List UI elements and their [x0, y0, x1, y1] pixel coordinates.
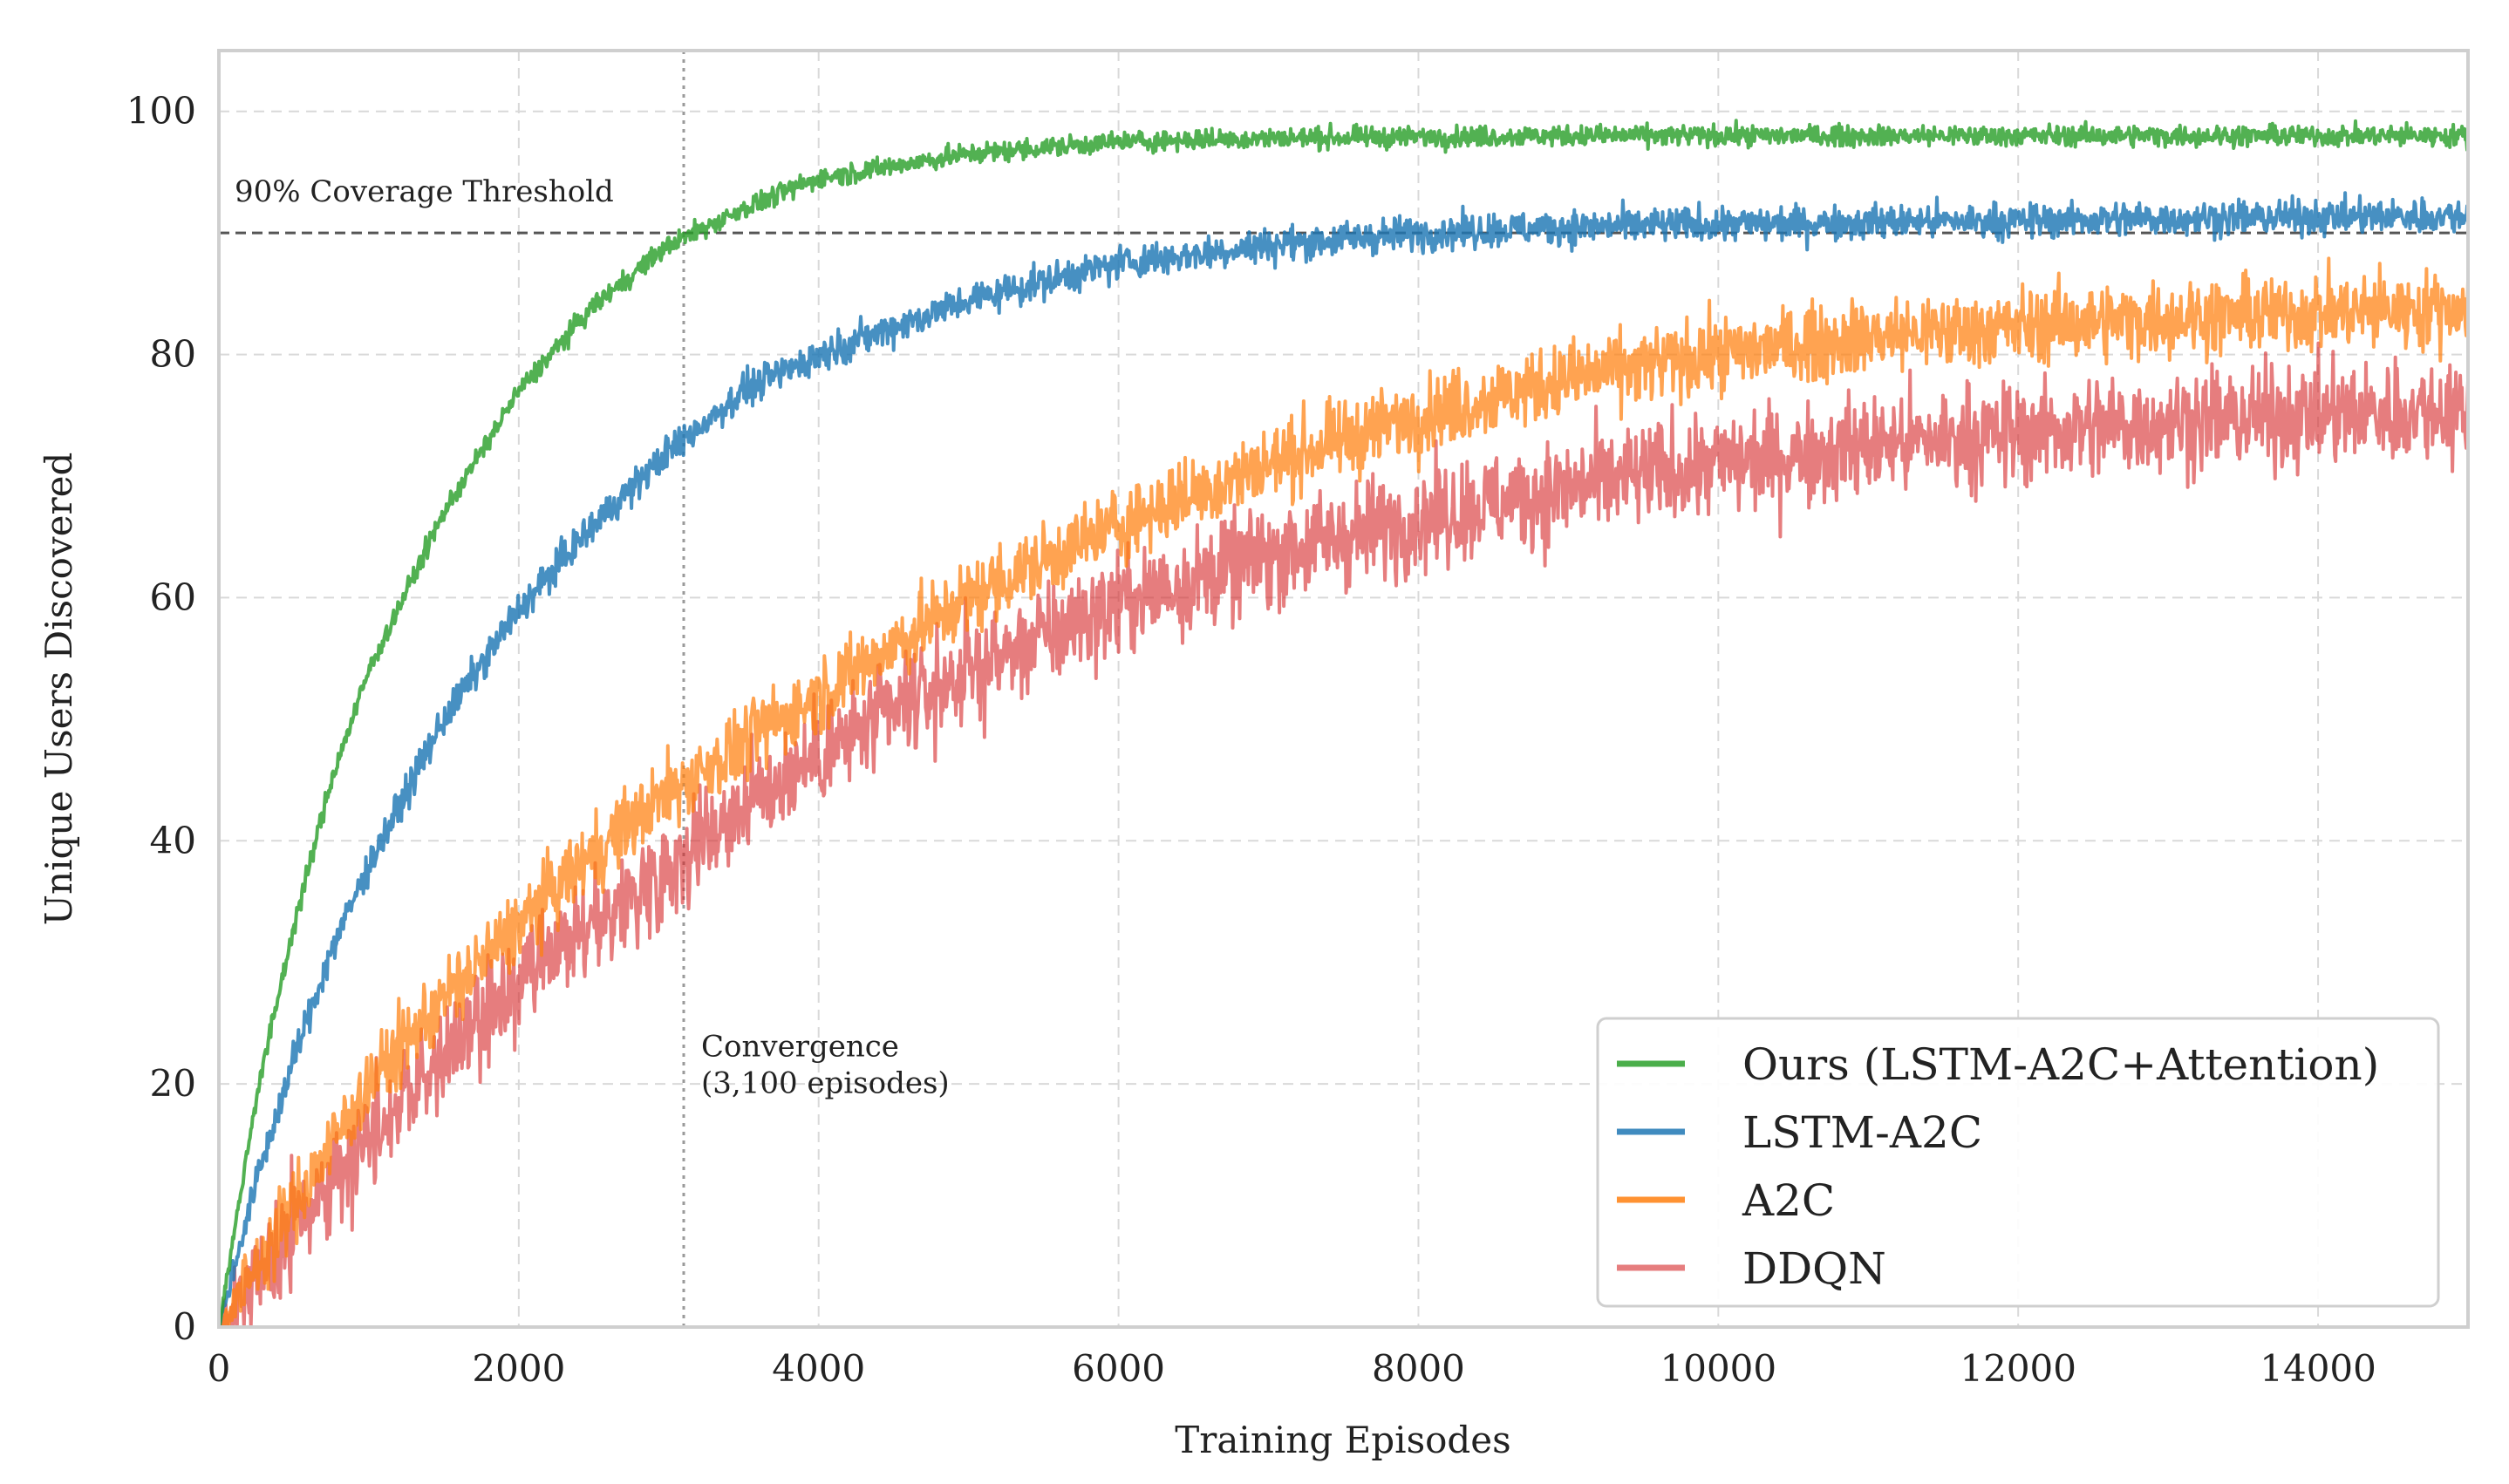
annotations: 90% Coverage Threshold Convergence(3,100 …: [235, 174, 950, 1100]
series-lines: [217, 119, 2470, 1329]
x-tick-label: 8000: [1372, 1347, 1465, 1390]
threshold-label: 90% Coverage Threshold: [235, 174, 614, 209]
series-line-3: [217, 256, 2470, 1329]
y-tick-label: 100: [126, 90, 196, 133]
reference-lines: [219, 51, 2468, 1327]
series-line-1: [217, 119, 2470, 1328]
convergence-sublabel: (3,100 episodes): [701, 1065, 950, 1100]
x-tick-label: 14000: [2260, 1347, 2376, 1390]
y-tick-label: 40: [150, 819, 196, 861]
x-tick-label: 10000: [1660, 1347, 1777, 1390]
x-tick-label: 4000: [772, 1347, 865, 1390]
x-tick-label: 6000: [1072, 1347, 1165, 1390]
legend-label: A2C: [1742, 1175, 1835, 1226]
plot-frame: [217, 49, 2470, 1329]
legend-label: LSTM-A2C: [1742, 1107, 1982, 1158]
x-tick-label: 12000: [1960, 1347, 2076, 1390]
legend-box: [1596, 1017, 2440, 1308]
legend-label: DDQN: [1742, 1243, 1886, 1294]
y-axis-title: Unique Users Discovered: [37, 453, 80, 926]
y-tick-label: 80: [150, 333, 196, 376]
y-tick-label: 0: [173, 1305, 196, 1348]
x-axis-title: Training Episodes: [1175, 1419, 1510, 1461]
convergence-label: Convergence: [701, 1029, 899, 1064]
series-line-4: [217, 341, 2470, 1329]
x-tick-label: 0: [208, 1347, 231, 1390]
axis-ticks: 0 2000 4000 6000 8000 10000 12000 14000 0 20 40 60 8…: [126, 90, 2376, 1390]
legend: Ours (LSTM-A2C+Attention) LSTM-A2C A2C DDQN: [1596, 1017, 2440, 1308]
x-tick-label: 2000: [472, 1347, 565, 1390]
y-tick-label: 20: [150, 1062, 196, 1105]
legend-label: Ours (LSTM-A2C+Attention): [1742, 1039, 2379, 1090]
series-line-2: [217, 191, 2470, 1328]
y-tick-label: 60: [150, 575, 196, 618]
